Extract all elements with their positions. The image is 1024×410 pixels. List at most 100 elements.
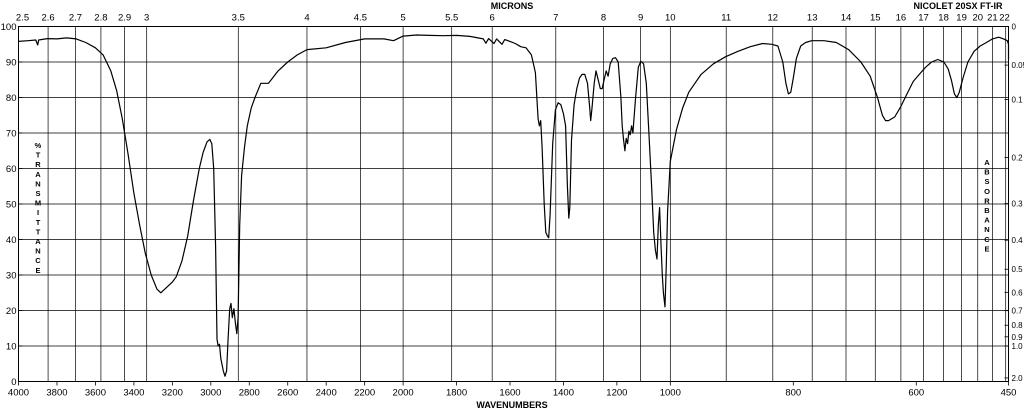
x-tick-label: 600: [908, 388, 924, 399]
y-tick-label: 30: [6, 271, 17, 282]
y-tick-label: 90: [6, 58, 17, 69]
axis-title-letter: R: [984, 196, 990, 205]
y-tick-label: 60: [6, 164, 17, 175]
micron-tick-label: 17: [918, 13, 929, 24]
x-tick-label: 800: [785, 388, 801, 399]
axis-title-letter: T: [36, 218, 41, 227]
absorbance-tick-label: 1.0: [1012, 342, 1024, 351]
micron-tick-label: 7: [553, 13, 558, 24]
axis-title-letter: S: [35, 189, 40, 198]
chart-title: NICOLET 20SX FT-IR: [913, 1, 1003, 11]
x-tick-label: 1400: [553, 388, 574, 399]
axis-title-letter: I: [37, 208, 39, 217]
x-tick-label: 1800: [446, 388, 467, 399]
micron-tick-label: 16: [896, 13, 907, 24]
micron-tick-label: 19: [956, 13, 967, 24]
micron-tick-label: 5: [400, 13, 405, 24]
x-tick-label: 2600: [277, 388, 298, 399]
y-tick-label: 100: [1, 22, 17, 33]
axis-title-letter: E: [984, 244, 989, 253]
micron-tick-label: 12: [768, 13, 779, 24]
micron-tick-label: 22: [999, 13, 1010, 24]
x-tick-label: 3000: [200, 388, 221, 399]
absorbance-tick-label: 0.2: [1012, 154, 1024, 163]
micron-tick-label: 14: [841, 13, 852, 24]
absorbance-tick-label: 2.0: [1012, 374, 1024, 383]
micron-tick-label: 5.5: [445, 13, 458, 24]
micron-tick-label: 9: [638, 13, 643, 24]
x-tick-labels: 4000 3800 3600 3400 3200 3000 2800 2600 2400 2200…: [8, 381, 1017, 399]
absorbance-tick-label: 0.05: [1012, 61, 1024, 70]
micron-tick-label: 8: [601, 13, 606, 24]
absorbance-tick-label: 0.6: [1012, 288, 1024, 297]
micron-tick-label: 11: [721, 13, 731, 24]
y-tick-label: 0: [11, 377, 16, 388]
micron-tick-label: 2.8: [94, 13, 107, 24]
micron-tick-label: 18: [938, 13, 949, 24]
absorbance-tick-labels: 0 0.05 0.1 0.2 0.3 0.4 0.5 0.6 0.7 0.8 0.91.0 2.0: [1004, 23, 1024, 383]
axis-title-letter: S: [984, 177, 989, 186]
micron-tick-label: 20: [972, 13, 983, 24]
axis-title-letter: C: [984, 235, 990, 244]
axis-title-letter: N: [984, 225, 989, 234]
micron-tick-label: 3.5: [232, 13, 245, 24]
x-tick-label: 2200: [354, 388, 375, 399]
axis-title-letter: C: [35, 256, 41, 265]
micron-tick-label: 15: [870, 13, 881, 24]
x-tick-label: 1200: [606, 388, 627, 399]
x-tick-label: 4000: [8, 388, 29, 399]
axis-title-letter: A: [35, 237, 41, 246]
micron-tick-label: 4.5: [354, 13, 367, 24]
x-tick-label: 3400: [123, 388, 144, 399]
x-tick-label: 1000: [660, 388, 681, 399]
x-tick-label: 1600: [499, 388, 520, 399]
x-tick-label: 3600: [85, 388, 106, 399]
absorbance-tick-label: 0.5: [1012, 265, 1024, 274]
absorbance-tick-label: 0.8: [1012, 321, 1024, 330]
x-tick-label: 3800: [46, 388, 67, 399]
spectrum-trace: [18, 34, 1010, 377]
axis-title-letter: O: [984, 187, 990, 196]
absorbance-tick-label: 0.9: [1012, 333, 1024, 342]
x-axis-title: WAVENUMBERS: [476, 400, 547, 410]
micron-tick-label: 4: [304, 13, 309, 24]
micron-tick-label: 2.9: [118, 13, 131, 24]
absorbance-tick-label: 0: [1012, 23, 1017, 32]
axis-title-letter: A: [984, 216, 990, 225]
x-tick-label: 2000: [393, 388, 414, 399]
axis-title-letter: A: [984, 158, 990, 167]
grid-lines: [18, 26, 1009, 382]
axis-title-letter: R: [35, 160, 41, 169]
absorbance-tick-label: 0.1: [1012, 96, 1024, 105]
absorbance-tick-label: 0.4: [1012, 236, 1024, 245]
absorbance-tick-label: 0.7: [1012, 307, 1024, 316]
x-tick-label: 2800: [239, 388, 260, 399]
micron-tick-label: 10: [665, 13, 676, 24]
axis-title-letter: A: [35, 170, 41, 179]
absorbance-tick-label: 0.3: [1012, 200, 1024, 209]
micron-tick-label: 6: [490, 13, 495, 24]
micron-tick-labels: 2.5 2.6 2.7 2.8 2.9 3 3.5 4 4.5 5 5.5 6 7 8 9 10 11 12 13 1…: [16, 13, 1010, 24]
x-tick-label: 3200: [162, 388, 183, 399]
axis-title-letter: B: [984, 206, 990, 215]
x-tick-label: 450: [1001, 388, 1017, 399]
micron-tick-label: 2.6: [41, 13, 54, 24]
micron-tick-label: 3: [144, 13, 149, 24]
top-axis-title: MICRONS: [491, 1, 534, 11]
axis-title-letter: N: [35, 247, 40, 256]
axis-title-letter: E: [35, 266, 40, 275]
micron-tick-label: 13: [807, 13, 818, 24]
y-tick-label: 50: [6, 200, 17, 211]
micron-tick-label: 2.7: [69, 13, 82, 24]
axis-title-letter: T: [36, 151, 41, 160]
axis-title-letter: N: [35, 179, 40, 188]
y-tick-label: 80: [6, 93, 17, 104]
axis-title-letter: T: [36, 227, 41, 236]
x-tick-label: 2400: [316, 388, 337, 399]
axis-title-letter: %: [35, 141, 42, 150]
y-tick-label: 10: [6, 342, 17, 353]
y-tick-labels: 0 10 20 30 40 50 60 70 80 90 100: [1, 22, 23, 388]
